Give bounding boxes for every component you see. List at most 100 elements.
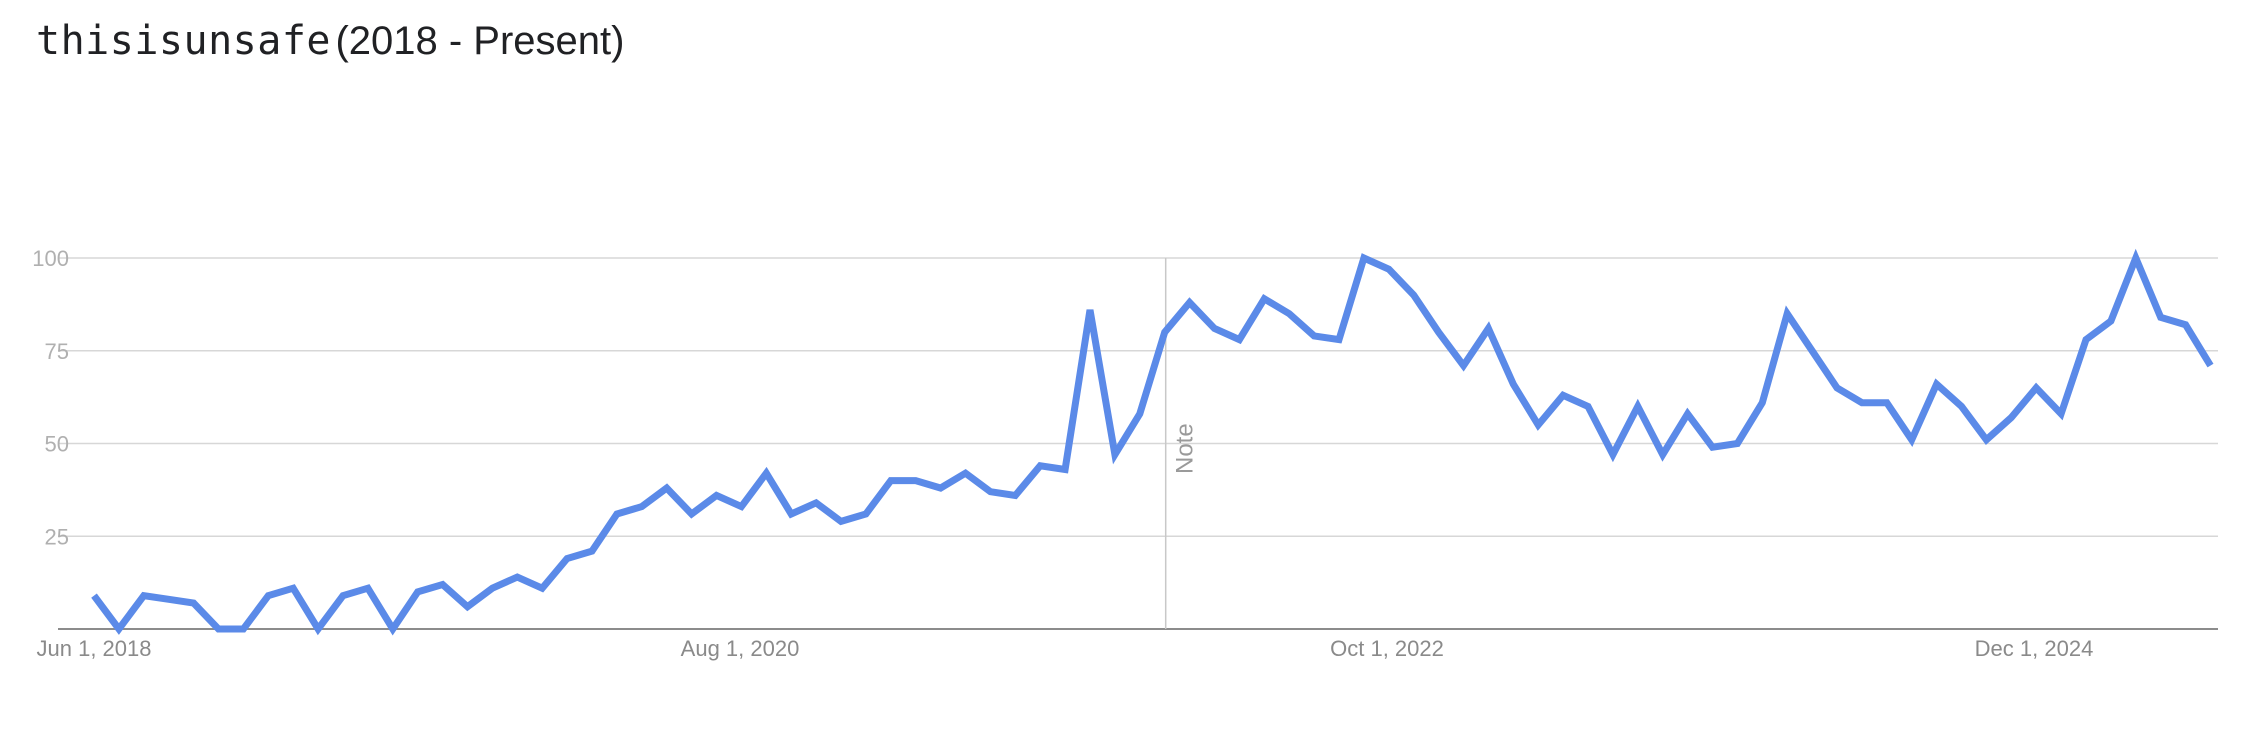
data-point: [1635, 403, 1641, 409]
data-point: [1062, 466, 1068, 472]
y-tick-label: 50: [45, 432, 69, 457]
data-point: [987, 489, 993, 495]
data-point: [440, 581, 446, 587]
data-point: [265, 593, 271, 599]
data-point: [1859, 400, 1865, 406]
data-point: [290, 585, 296, 591]
data-point: [1734, 441, 1740, 447]
data-point: [1336, 337, 1342, 343]
data-point: [1834, 385, 1840, 391]
chart-title: thisisunsafe (2018 - Present): [36, 18, 624, 64]
y-axis-ticks: 100 75 50 25: [32, 246, 69, 549]
data-point: [2133, 255, 2139, 261]
data-point: [738, 504, 744, 510]
data-point: [141, 593, 147, 599]
data-point: [1485, 325, 1491, 331]
series-line: [91, 248, 2214, 636]
data-point: [1884, 400, 1890, 406]
data-point: [340, 593, 346, 599]
data-point: [863, 511, 869, 517]
data-point: [2033, 385, 2039, 391]
data-point: [1710, 444, 1716, 450]
y-tick-label: 75: [45, 339, 69, 364]
data-point: [1436, 329, 1442, 335]
data-point: [1286, 311, 1292, 317]
data-point: [1212, 325, 1218, 331]
data-point: [1012, 492, 1018, 498]
data-point: [689, 511, 695, 517]
data-point: [1311, 333, 1317, 339]
data-point: [888, 478, 894, 484]
data-point: [1087, 307, 1093, 313]
data-point: [1934, 381, 1940, 387]
data-point: [1759, 400, 1765, 406]
data-point: [1510, 381, 1516, 387]
data-point: [240, 626, 246, 632]
data-point: [191, 600, 197, 606]
data-point: [1361, 255, 1367, 261]
data-point: [2158, 314, 2164, 320]
data-point: [938, 485, 944, 491]
note-label: Note: [1172, 423, 1199, 474]
data-point: [714, 492, 720, 498]
data-point: [664, 485, 670, 491]
data-point: [1983, 437, 1989, 443]
data-point: [1112, 452, 1118, 458]
data-point: [564, 556, 570, 562]
series-layer: [91, 248, 2214, 636]
data-point: [963, 470, 969, 476]
data-point: [1137, 411, 1143, 417]
data-point: [913, 478, 919, 484]
data-point: [1685, 411, 1691, 417]
data-point: [91, 593, 97, 599]
data-point: [465, 604, 471, 610]
data-point: [1261, 296, 1267, 302]
data-point: [1660, 452, 1666, 458]
data-point: [1809, 348, 1815, 354]
data-point: [390, 626, 396, 632]
x-tick-label: Oct 1, 2022: [1330, 636, 1444, 661]
data-point: [365, 585, 371, 591]
search-term: thisisunsafe: [36, 18, 331, 64]
data-point: [2108, 318, 2114, 324]
data-point: [539, 585, 545, 591]
data-point: [813, 500, 819, 506]
data-point: [2183, 322, 2189, 328]
data-point: [489, 585, 495, 591]
data-point: [1461, 363, 1467, 369]
data-point: [838, 518, 844, 524]
data-point: [639, 504, 645, 510]
data-point: [415, 589, 421, 595]
grid-lines: [58, 257, 2218, 630]
data-point: [1411, 292, 1417, 298]
data-point: [763, 470, 769, 476]
data-point: [1610, 452, 1616, 458]
note-annotation: Note: [1164, 258, 1199, 629]
data-point: [614, 511, 620, 517]
y-tick-label: 25: [45, 524, 69, 549]
data-point: [2208, 363, 2214, 369]
data-point: [1959, 403, 1965, 409]
data-point: [1162, 329, 1168, 335]
x-tick-label: Aug 1, 2020: [681, 636, 800, 661]
data-point: [788, 511, 794, 517]
data-point: [1909, 437, 1915, 443]
x-axis-ticks: Jun 1, 2018 Aug 1, 2020 Oct 1, 2022 Dec 1, …: [37, 636, 2094, 661]
data-point: [315, 626, 321, 632]
data-point: [1037, 463, 1043, 469]
x-tick-label: Dec 1, 2024: [1975, 636, 2094, 661]
data-point: [116, 626, 122, 632]
data-point: [1784, 311, 1790, 317]
y-tick-label: 100: [32, 246, 69, 271]
data-point: [589, 548, 595, 554]
date-range: (2018 - Present): [335, 19, 625, 63]
data-point: [2083, 337, 2089, 343]
data-point: [514, 574, 520, 580]
data-point: [1585, 403, 1591, 409]
data-point: [1535, 422, 1541, 428]
data-point: [2058, 411, 2064, 417]
data-point: [2008, 415, 2014, 421]
data-point: [1236, 337, 1242, 343]
data-point: [1187, 300, 1193, 306]
